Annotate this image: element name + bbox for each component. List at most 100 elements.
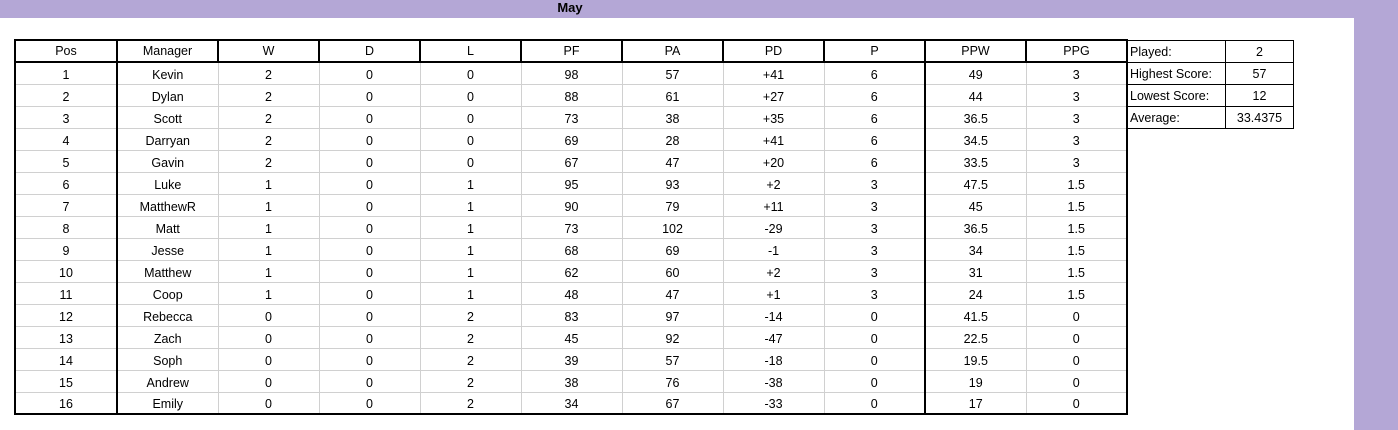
stat-value-average[interactable]: 33.4375 <box>1225 106 1294 129</box>
cell-pd[interactable]: +20 <box>722 150 824 173</box>
cell-w[interactable]: 1 <box>217 238 319 261</box>
cell-d[interactable]: 0 <box>318 370 420 393</box>
cell-manager[interactable]: Soph <box>116 348 218 371</box>
cell-w[interactable]: 1 <box>217 216 319 239</box>
cell-ppg[interactable]: 0 <box>1025 348 1127 371</box>
cell-pa[interactable]: 61 <box>621 84 723 107</box>
cell-l[interactable]: 1 <box>419 194 521 217</box>
cell-pf[interactable]: 39 <box>520 348 622 371</box>
cell-w[interactable]: 2 <box>217 106 319 129</box>
cell-pa[interactable]: 102 <box>621 216 723 239</box>
cell-pf[interactable]: 69 <box>520 128 622 151</box>
cell-ppw[interactable]: 22.5 <box>924 326 1026 349</box>
cell-w[interactable]: 2 <box>217 150 319 173</box>
cell-d[interactable]: 0 <box>318 150 420 173</box>
cell-pf[interactable]: 34 <box>520 392 622 415</box>
cell-ppg[interactable]: 0 <box>1025 304 1127 327</box>
cell-l[interactable]: 1 <box>419 216 521 239</box>
cell-w[interactable]: 1 <box>217 282 319 305</box>
cell-manager[interactable]: Coop <box>116 282 218 305</box>
column-header-l[interactable]: L <box>419 39 522 63</box>
cell-pa[interactable]: 79 <box>621 194 723 217</box>
cell-pos[interactable]: 3 <box>14 106 117 129</box>
cell-ppw[interactable]: 36.5 <box>924 106 1026 129</box>
stat-value-lowest-score[interactable]: 12 <box>1225 84 1294 107</box>
cell-pa[interactable]: 28 <box>621 128 723 151</box>
cell-pos[interactable]: 11 <box>14 282 117 305</box>
column-header-pa[interactable]: PA <box>621 39 724 63</box>
stat-value-played[interactable]: 2 <box>1225 40 1294 63</box>
cell-ppw[interactable]: 24 <box>924 282 1026 305</box>
cell-l[interactable]: 1 <box>419 172 521 195</box>
cell-ppw[interactable]: 33.5 <box>924 150 1026 173</box>
cell-ppw[interactable]: 44 <box>924 84 1026 107</box>
stat-label-average[interactable]: Average: <box>1127 106 1226 129</box>
cell-l[interactable]: 0 <box>419 150 521 173</box>
cell-pf[interactable]: 62 <box>520 260 622 283</box>
cell-ppw[interactable]: 31 <box>924 260 1026 283</box>
cell-pos[interactable]: 2 <box>14 84 117 107</box>
cell-p[interactable]: 0 <box>823 326 925 349</box>
cell-manager[interactable]: Emily <box>116 392 218 415</box>
cell-pf[interactable]: 68 <box>520 238 622 261</box>
cell-ppw[interactable]: 19 <box>924 370 1026 393</box>
cell-ppg[interactable]: 0 <box>1025 392 1127 415</box>
cell-ppw[interactable]: 41.5 <box>924 304 1026 327</box>
cell-pf[interactable]: 45 <box>520 326 622 349</box>
cell-d[interactable]: 0 <box>318 238 420 261</box>
cell-d[interactable]: 0 <box>318 348 420 371</box>
cell-l[interactable]: 1 <box>419 260 521 283</box>
cell-l[interactable]: 2 <box>419 304 521 327</box>
cell-ppg[interactable]: 3 <box>1025 128 1127 151</box>
cell-pa[interactable]: 67 <box>621 392 723 415</box>
cell-pd[interactable]: +2 <box>722 172 824 195</box>
column-header-pd[interactable]: PD <box>722 39 825 63</box>
cell-pos[interactable]: 5 <box>14 150 117 173</box>
cell-ppw[interactable]: 34 <box>924 238 1026 261</box>
cell-d[interactable]: 0 <box>318 128 420 151</box>
cell-w[interactable]: 1 <box>217 172 319 195</box>
cell-pd[interactable]: -38 <box>722 370 824 393</box>
cell-manager[interactable]: Matthew <box>116 260 218 283</box>
cell-p[interactable]: 3 <box>823 194 925 217</box>
cell-p[interactable]: 0 <box>823 348 925 371</box>
cell-d[interactable]: 0 <box>318 84 420 107</box>
cell-p[interactable]: 6 <box>823 150 925 173</box>
cell-pos[interactable]: 1 <box>14 62 117 85</box>
cell-pf[interactable]: 98 <box>520 62 622 85</box>
cell-pos[interactable]: 15 <box>14 370 117 393</box>
cell-l[interactable]: 2 <box>419 392 521 415</box>
cell-pf[interactable]: 95 <box>520 172 622 195</box>
cell-l[interactable]: 2 <box>419 326 521 349</box>
cell-ppw[interactable]: 47.5 <box>924 172 1026 195</box>
cell-pa[interactable]: 38 <box>621 106 723 129</box>
cell-pf[interactable]: 67 <box>520 150 622 173</box>
cell-pd[interactable]: -33 <box>722 392 824 415</box>
cell-ppg[interactable]: 1.5 <box>1025 238 1127 261</box>
cell-l[interactable]: 0 <box>419 128 521 151</box>
cell-pd[interactable]: -1 <box>722 238 824 261</box>
cell-w[interactable]: 0 <box>217 304 319 327</box>
cell-pf[interactable]: 73 <box>520 106 622 129</box>
cell-pf[interactable]: 38 <box>520 370 622 393</box>
cell-p[interactable]: 3 <box>823 172 925 195</box>
cell-pd[interactable]: +27 <box>722 84 824 107</box>
cell-manager[interactable]: Rebecca <box>116 304 218 327</box>
cell-ppg[interactable]: 3 <box>1025 62 1127 85</box>
cell-pf[interactable]: 88 <box>520 84 622 107</box>
cell-pos[interactable]: 12 <box>14 304 117 327</box>
cell-d[interactable]: 0 <box>318 304 420 327</box>
cell-pos[interactable]: 7 <box>14 194 117 217</box>
cell-ppw[interactable]: 45 <box>924 194 1026 217</box>
cell-ppw[interactable]: 36.5 <box>924 216 1026 239</box>
cell-pos[interactable]: 14 <box>14 348 117 371</box>
cell-manager[interactable]: Andrew <box>116 370 218 393</box>
cell-pa[interactable]: 47 <box>621 150 723 173</box>
cell-manager[interactable]: Darryan <box>116 128 218 151</box>
cell-ppw[interactable]: 19.5 <box>924 348 1026 371</box>
cell-ppw[interactable]: 17 <box>924 392 1026 415</box>
cell-pos[interactable]: 4 <box>14 128 117 151</box>
cell-l[interactable]: 0 <box>419 106 521 129</box>
cell-p[interactable]: 6 <box>823 62 925 85</box>
cell-l[interactable]: 0 <box>419 62 521 85</box>
